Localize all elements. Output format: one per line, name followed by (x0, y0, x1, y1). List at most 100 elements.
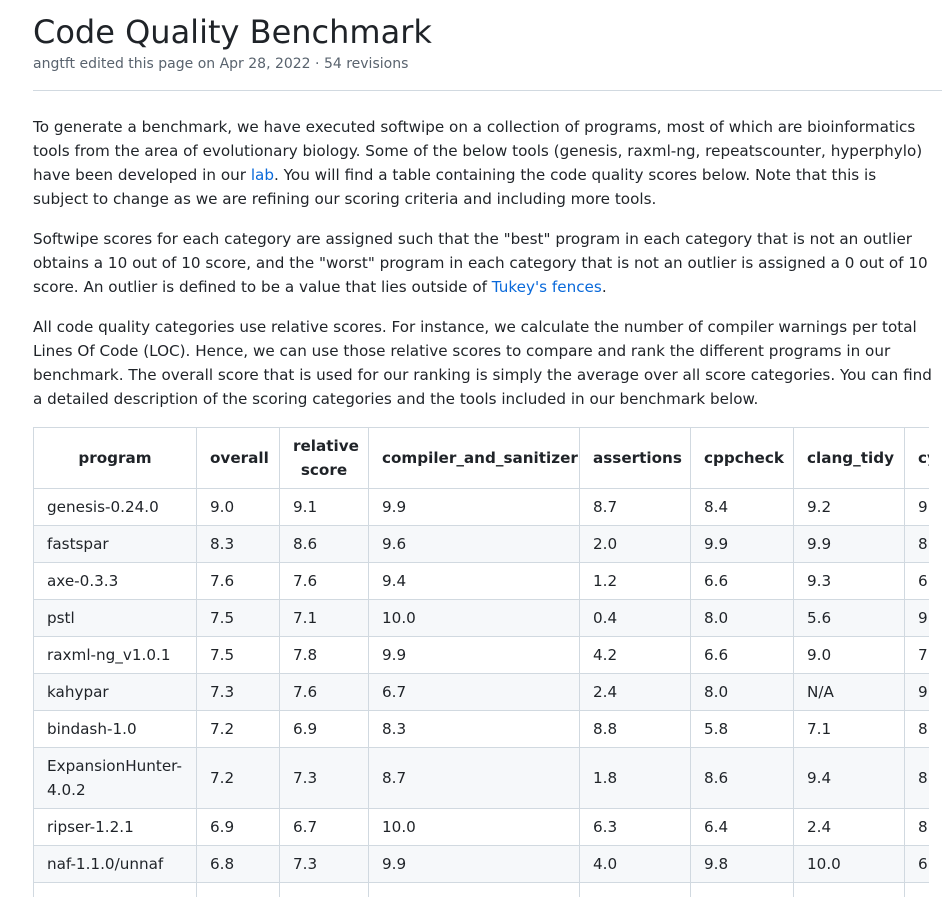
score-cell: 8.6 (691, 748, 794, 809)
table-row: ripser-1.2.16.96.710.06.36.42.48.9 (34, 809, 930, 846)
score-cell: 6.7 (369, 674, 580, 711)
score-cell: 6.6 (691, 563, 794, 600)
score-cell: 8.3 (369, 711, 580, 748)
score-cell: 6.4 (691, 809, 794, 846)
score-cell: 8.7 (580, 489, 691, 526)
intro-paragraph-2: Softwipe scores for each category are as… (33, 227, 933, 299)
divider (33, 90, 942, 91)
score-cell: 7.1 (280, 600, 369, 637)
column-header: clang_tidy (794, 428, 905, 489)
table-row: bindash-1.07.26.98.38.85.87.18.7 (34, 711, 930, 748)
score-cell: 7.2 (197, 748, 280, 809)
lab-link[interactable]: lab (251, 166, 274, 184)
score-cell: 8.7 (369, 748, 580, 809)
tukeys-fences-link[interactable]: Tukey's fences (492, 278, 602, 296)
table-row (34, 883, 930, 897)
score-cell: 9.9 (369, 489, 580, 526)
score-cell: 2.4 (580, 674, 691, 711)
program-name-cell: fastspar (34, 526, 197, 563)
score-cell: 8.8 (580, 711, 691, 748)
program-name-cell: pstl (34, 600, 197, 637)
table-row: raxml-ng_v1.0.17.57.89.94.26.69.07.9 (34, 637, 930, 674)
program-name-cell: bindash-1.0 (34, 711, 197, 748)
score-cell: 2.4 (794, 809, 905, 846)
score-cell (691, 883, 794, 897)
score-cell: 0.4 (580, 600, 691, 637)
page-title: Code Quality Benchmark (33, 10, 432, 54)
score-cell: 6.9 (197, 809, 280, 846)
program-name-cell: naf-1.1.0/unnaf (34, 846, 197, 883)
program-name-cell: ripser-1.2.1 (34, 809, 197, 846)
score-cell: 9.0 (794, 637, 905, 674)
score-cell: 10.0 (369, 809, 580, 846)
score-cell: 9.4 (794, 748, 905, 809)
score-cell: 6.8 (197, 846, 280, 883)
column-header: cppcheck (691, 428, 794, 489)
score-cell: 8.3 (197, 526, 280, 563)
score-cell: 9.2 (905, 674, 930, 711)
score-cell: 1.2 (580, 563, 691, 600)
program-name-cell: raxml-ng_v1.0.1 (34, 637, 197, 674)
score-cell: 8.8 (905, 526, 930, 563)
score-cell: 9.9 (369, 637, 580, 674)
score-cell: 10.0 (794, 846, 905, 883)
intro-paragraph-3: All code quality categories use relative… (33, 315, 933, 411)
score-cell: 9.1 (280, 489, 369, 526)
score-cell: 7.6 (197, 563, 280, 600)
score-cell: 9.6 (369, 526, 580, 563)
score-cell: 7.3 (197, 674, 280, 711)
score-cell: N/A (794, 674, 905, 711)
program-name-cell: axe-0.3.3 (34, 563, 197, 600)
score-cell: 6.9 (280, 711, 369, 748)
score-cell: 7.6 (280, 674, 369, 711)
table-row: genesis-0.24.09.09.19.98.78.49.29.0 (34, 489, 930, 526)
score-cell: 7.5 (197, 637, 280, 674)
score-cell (369, 883, 580, 897)
column-header: cyclomatic_complexity (905, 428, 930, 489)
score-cell: 8.7 (905, 711, 930, 748)
score-cell: 4.2 (580, 637, 691, 674)
score-cell: 7.5 (197, 600, 280, 637)
program-name-cell: genesis-0.24.0 (34, 489, 197, 526)
score-cell: 9.3 (905, 600, 930, 637)
score-cell: 7.9 (905, 637, 930, 674)
score-cell: 9.9 (369, 846, 580, 883)
score-cell: 9.4 (369, 563, 580, 600)
column-header: assertions (580, 428, 691, 489)
score-cell: 5.8 (691, 711, 794, 748)
score-cell: 2.0 (580, 526, 691, 563)
page-meta: angtft edited this page on Apr 28, 2022 … (33, 54, 408, 74)
score-cell: 1.8 (580, 748, 691, 809)
score-cell: 6.3 (580, 809, 691, 846)
table-row: axe-0.3.37.67.69.41.26.69.36.2 (34, 563, 930, 600)
score-cell: 6.9 (905, 846, 930, 883)
score-cell: 9.9 (794, 526, 905, 563)
score-cell: 4.0 (580, 846, 691, 883)
score-cell: 7.3 (280, 748, 369, 809)
score-cell: 6.7 (280, 809, 369, 846)
score-cell: 8.9 (905, 809, 930, 846)
score-cell: 9.8 (691, 846, 794, 883)
wiki-content: To generate a benchmark, we have execute… (33, 115, 933, 427)
score-cell: 7.8 (280, 637, 369, 674)
column-header: relative score (280, 428, 369, 489)
score-cell: 7.3 (280, 846, 369, 883)
program-name-cell (34, 883, 197, 897)
score-cell: 9.2 (794, 489, 905, 526)
score-cell: 8.4 (691, 489, 794, 526)
column-header: compiler_and_sanitizer (369, 428, 580, 489)
score-cell (197, 883, 280, 897)
score-cell: 9.9 (691, 526, 794, 563)
score-cell: 5.6 (794, 600, 905, 637)
score-cell: 8.9 (905, 748, 930, 809)
program-name-cell: ExpansionHunter-4.0.2 (34, 748, 197, 809)
score-cell (280, 883, 369, 897)
score-cell (580, 883, 691, 897)
